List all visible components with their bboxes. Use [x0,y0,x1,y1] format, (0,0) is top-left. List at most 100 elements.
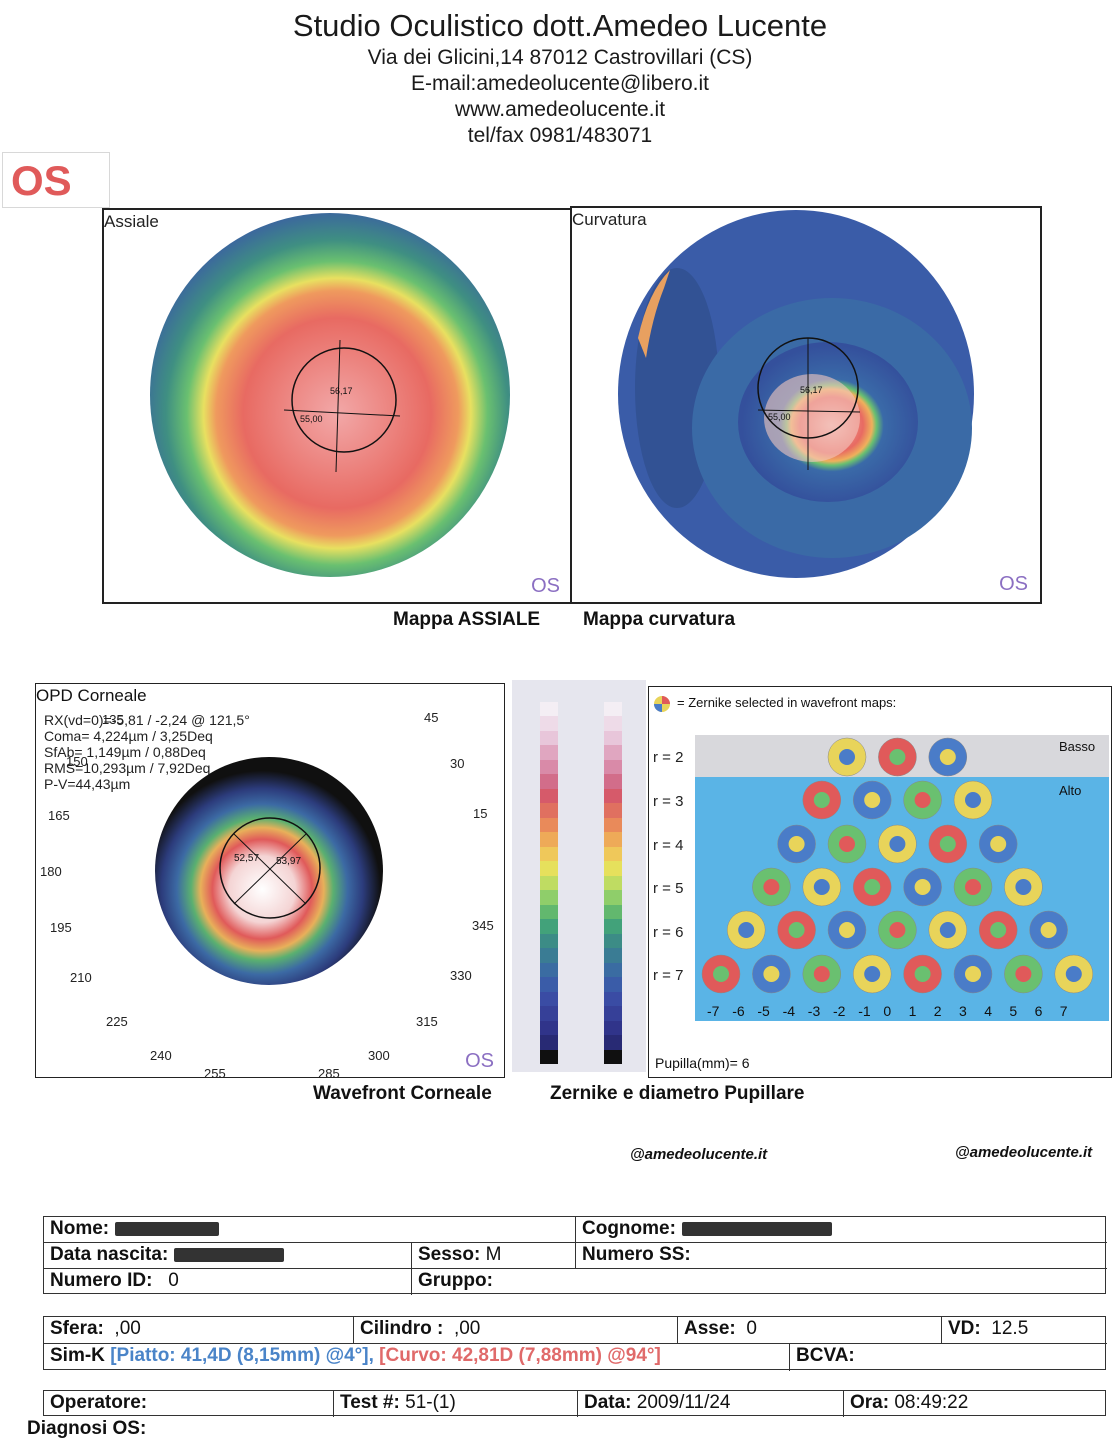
nome-label: Nome: [50,1218,110,1239]
scale-swatch [604,1049,622,1065]
scale-swatch [540,875,558,891]
scale-swatch [604,745,622,761]
zernike-frequency-label: -7 [707,1003,720,1019]
nome-cell: Nome: [44,1217,576,1243]
angle-label: 285 [318,1066,340,1078]
ora-cell: Ora: 08:49:22 [844,1391,1107,1417]
zernike-term-icon [878,737,917,777]
axial-map-caption: Mappa ASSIALE [393,609,541,630]
diagnosi-label: Diagnosi OS: [27,1418,147,1439]
test-cell: Test #: 51-(1) [334,1391,578,1417]
scale-swatch [604,1020,622,1036]
zernike-caption: Zernike e diametro Pupillare [550,1083,805,1104]
clinic-phone: tel/fax 0981/483071 [467,124,653,147]
zernike-alto-label: Alto [1059,783,1082,798]
cognome-label: Cognome: [582,1218,676,1239]
simk-steep: [Curvo: 42,81D (7,88mm) @94°] [379,1345,661,1366]
scale-swatch [540,803,558,819]
simk-cell: Sim-K [Piatto: 41,4D (8,15mm) @4°], [Cur… [44,1344,790,1371]
zernike-frequency-label: 4 [984,1003,992,1019]
curvature-map-panel: Curvatura 56,17 55,00 OS [570,206,1042,604]
zernike-term-icon [953,867,993,907]
numero-id-label: Numero ID: [50,1270,153,1291]
operatore-cell: Operatore: [44,1391,334,1417]
data-nascita-label: Data nascita: [50,1244,169,1265]
sfera-label: Sfera: [50,1318,104,1339]
numero-ss-cell: Numero SS: [576,1243,1107,1269]
sfera-cell: Sfera: ,00 [44,1317,354,1344]
zernike-term-icon [752,867,791,907]
zernike-pyramid [701,737,1094,994]
zernike-panel: = Zernike selected in wavefront maps: Ba… [648,686,1112,1078]
zernike-term-icon [878,824,917,864]
zernike-term-icon [1004,954,1043,994]
clinic-title: Studio Oculistico dott.Amedeo Lucente [292,8,828,43]
scale-swatch [604,962,622,978]
cognome-cell: Cognome: [576,1217,1107,1243]
angle-label: 345 [472,918,494,933]
curvature-eye-tag: OS [999,573,1028,595]
zernike-term-icon [928,737,968,777]
scale-swatch [540,788,558,804]
zernike-term-icon [1054,954,1094,994]
wavefront-sfab: SfAb= 1,149µm / 0,88Deq [44,744,206,760]
scale-swatch [540,1049,558,1065]
zernike-frequency-label: 0 [883,1003,892,1019]
scale-swatch [604,803,622,819]
vd-label: VD: [948,1318,981,1339]
simk-label: Sim-K [50,1345,105,1366]
cilindro-value: ,00 [453,1318,481,1339]
zernike-frequency-label: -4 [782,1003,796,1019]
scale-swatch [540,1035,558,1050]
wavefront-eye-tag: OS [465,1050,494,1072]
zernike-order-label: r = 2 [653,749,684,766]
zernike-order-label: r = 6 [653,924,684,941]
angle-label: 315 [416,1014,438,1029]
curvature-map-label: Curvatura [572,210,647,229]
axial-center-value: 56,17 [330,386,353,396]
sfera-value: ,00 [114,1318,141,1339]
wavefront-caption: Wavefront Corneale [313,1083,492,1104]
test-label: Test #: [340,1392,400,1413]
zernike-frequency-label: 2 [933,1003,942,1019]
numero-id-cell: Numero ID: 0 [44,1269,412,1295]
zernike-order-label: r = 7 [653,967,684,984]
zernike-frequency-label: -5 [757,1003,770,1019]
zernike-term-icon [928,824,968,864]
session-table: Operatore: Test #: 51-(1) Data: 2009/11/… [43,1390,1107,1417]
angle-label: 195 [50,920,72,935]
angle-label: 300 [368,1048,390,1063]
data-nascita-cell: Data nascita: [44,1243,412,1269]
curvature-side-value: 55,00 [768,412,791,422]
data-label: Data: [584,1392,632,1413]
zernike-term-icon [903,954,942,994]
wavefront-center-left: 52,57 [234,853,259,864]
asse-cell: Asse: 0 [678,1317,942,1344]
zernike-term-icon [903,780,942,820]
wavefront-rx: RX(vd=0)=-5,81 / -2,24 @ 121,5° [44,712,250,728]
numero-id-value: 0 [168,1270,179,1291]
watermark: @amedeolucente.it [955,1144,1093,1161]
axial-map-panel: Assiale 56,17 55,00 OS [102,208,572,604]
color-scale-bar-right [604,702,622,1065]
zernike-term-icon [802,780,842,820]
axial-topography-map: 56,17 55,00 [150,213,510,577]
scale-swatch [604,861,622,877]
angle-label: 210 [70,970,92,985]
zernike-order-label: r = 4 [653,837,684,854]
scale-swatch [540,948,558,964]
zernike-term-icon [878,910,917,950]
scale-swatch [540,933,558,949]
zernike-legend-icon [654,696,670,712]
scale-swatch [540,759,558,775]
color-scale [512,680,646,1072]
scale-swatch [604,817,622,833]
scale-swatch [604,919,622,935]
scale-swatch [604,875,622,891]
scale-swatch [540,919,558,935]
curvature-center-value: 56,17 [800,385,823,395]
scale-swatch [604,933,622,949]
angle-label: 135 [102,712,124,727]
scale-swatch [540,745,558,761]
scale-swatch [540,817,558,833]
